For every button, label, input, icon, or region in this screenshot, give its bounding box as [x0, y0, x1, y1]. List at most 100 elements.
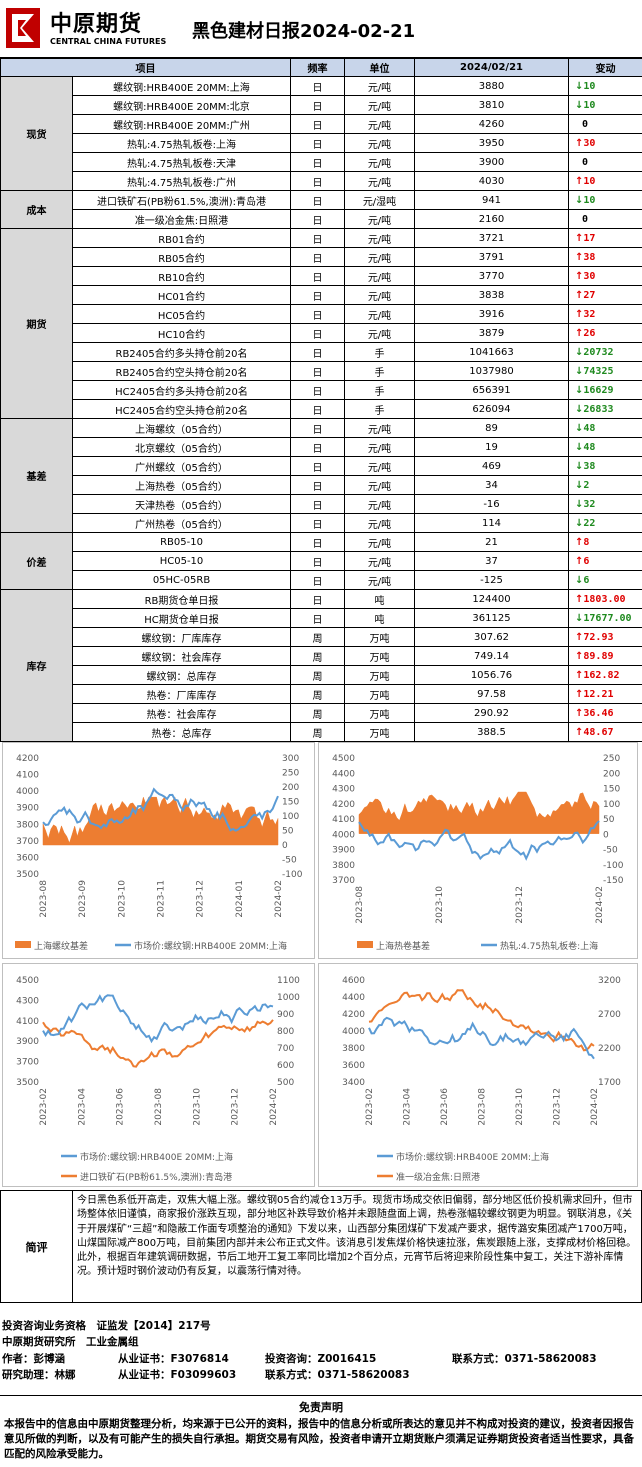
- change-value: 10: [583, 175, 596, 187]
- frequency-cell: 周: [290, 665, 345, 685]
- frequency-cell: 日: [290, 589, 345, 609]
- table-row: 库存 RB期货仓单日报日吨 124400 ↑1803.00: [0, 589, 642, 742]
- right-tick-label: 2200: [598, 1044, 621, 1054]
- change-value: 38: [583, 251, 596, 263]
- table-row: 天津热卷（05合约）日元/吨 -16 ↓32: [1, 494, 642, 514]
- report-title: 黑色建材日报2024-02-21: [192, 21, 416, 42]
- right-tick-label: 3200: [598, 976, 621, 986]
- value-cell: 4260: [414, 114, 569, 134]
- item-cell: 螺纹钢:HRB400E 20MM:广州: [72, 114, 291, 134]
- commentary-box: 简评 今日黑色系低开高走，双焦大幅上涨。螺纹钢05合约减仓13万手。现货市场成交…: [0, 1190, 642, 1303]
- frequency-cell: 日: [290, 532, 345, 552]
- frequency-cell: 日: [290, 304, 345, 324]
- price-series-line: [358, 820, 600, 861]
- table-row: 期货 RB01合约日元/吨 3721 ↑17: [0, 228, 642, 419]
- change-cell: ↑30: [568, 266, 642, 286]
- change-cell: ↑32: [568, 304, 642, 324]
- item-cell: RB10合约: [72, 266, 291, 286]
- change-value: 12.21: [583, 688, 614, 700]
- arrow-up-icon: ↑: [575, 688, 584, 700]
- item-cell: HC2405合约空头持仓前20名: [72, 399, 291, 419]
- frequency-cell: 日: [290, 247, 345, 267]
- value-cell: 1037980: [414, 361, 569, 381]
- item-cell: 螺纹钢：社会库存: [72, 646, 291, 666]
- frequency-cell: 日: [290, 380, 345, 400]
- table-row: 热轧:4.75热轧板卷:上海日元/吨 3950 ↑30: [1, 133, 642, 153]
- arrow-up-icon: ↑: [575, 631, 584, 643]
- chart-sh-rebar-basis: 4200 4100 4000 3900 3800 3700 3600 3500 300 250 20…: [2, 742, 315, 959]
- change-value: 48.67: [583, 726, 614, 738]
- arrow-down-icon: ↓: [575, 612, 584, 624]
- item-cell: 05HC-05RB: [72, 570, 291, 590]
- unit-cell: 元/吨: [344, 171, 415, 191]
- arrow-up-icon: ↑: [575, 536, 584, 548]
- item-cell: HC05合约: [72, 304, 291, 324]
- item-cell: 热轧:4.75热轧板卷:上海: [72, 133, 291, 153]
- table-row: 螺纹钢：社会库存周万吨 749.14 ↑89.89: [1, 646, 642, 666]
- x-tick-label: 2023-08: [355, 886, 365, 924]
- category-cell: 基差: [0, 418, 73, 533]
- change-cell: ↑30: [568, 133, 642, 153]
- legend-label: 上海螺纹基差: [34, 940, 88, 952]
- unit-cell: 元/吨: [344, 76, 415, 96]
- right-tick-label: 250: [603, 754, 620, 764]
- legend-label: 进口铁矿石(PB粉61.5%,澳洲):青岛港: [80, 1171, 232, 1183]
- change-value: 6: [583, 555, 590, 567]
- value-cell: 34: [414, 475, 569, 495]
- author-consult: 投资咨询：Z0016415: [265, 1353, 377, 1365]
- change-value: 17: [583, 232, 596, 244]
- item-cell: 螺纹钢:HRB400E 20MM:北京: [72, 95, 291, 115]
- basis-area: [358, 791, 600, 834]
- table-row: HC2405合约空头持仓前20名日手 626094 ↓26833: [1, 399, 642, 419]
- unit-cell: 吨: [344, 608, 415, 628]
- change-value: 6: [583, 574, 590, 586]
- arrow-up-icon: ↑: [575, 270, 584, 282]
- left-tick-label: 3500: [16, 1078, 39, 1088]
- change-cell: ↑17: [568, 228, 642, 248]
- item-cell: 北京螺纹（05合约）: [72, 437, 291, 457]
- item-cell: 热卷：总库存: [72, 722, 291, 742]
- change-value: 10: [583, 194, 596, 206]
- table-row: HC期货仓单日报日吨 361125 ↓17677.00: [1, 608, 642, 628]
- arrow-down-icon: ↓: [575, 403, 584, 415]
- frequency-cell: 日: [290, 152, 345, 172]
- x-tick-label: 2023-08: [478, 1088, 488, 1126]
- unit-cell: 手: [344, 361, 415, 381]
- frequency-cell: 日: [290, 399, 345, 419]
- left-tick-label: 4300: [16, 996, 39, 1006]
- item-cell: 热轧:4.75热轧板卷:广州: [72, 171, 291, 191]
- unit-cell: 手: [344, 380, 415, 400]
- unit-cell: 元/吨: [344, 266, 415, 286]
- secondary-series-line: [42, 1019, 274, 1068]
- basis-area: [42, 796, 279, 846]
- item-cell: 广州螺纹（05合约）: [72, 456, 291, 476]
- item-cell: 上海螺纹（05合约）: [72, 418, 291, 438]
- change-cell: ↑36.46: [568, 703, 642, 723]
- change-value: 36.46: [583, 707, 614, 719]
- value-cell: 1041663: [414, 342, 569, 362]
- left-tick-label: 4000: [16, 787, 39, 797]
- unit-cell: 元/吨: [344, 209, 415, 229]
- arrow-up-icon: ↑: [575, 232, 584, 244]
- change-cell: ↓6: [568, 570, 642, 590]
- table-row: RB10合约日元/吨 3770 ↑30: [1, 266, 642, 286]
- value-cell: 1056.76: [414, 665, 569, 685]
- unit-cell: 元/吨: [344, 513, 415, 533]
- company-logo-icon: [6, 8, 40, 48]
- table-row: 上海热卷（05合约）日元/吨 34 ↓2: [1, 475, 642, 495]
- change-cell: ↓17677.00: [568, 608, 642, 628]
- right-tick-label: -50: [603, 846, 618, 856]
- item-cell: RB2405合约多头持仓前20名: [72, 342, 291, 362]
- table-row: RB05合约日元/吨 3791 ↑38: [1, 247, 642, 267]
- frequency-cell: 周: [290, 646, 345, 666]
- unit-cell: 元/吨: [344, 228, 415, 248]
- left-tick-label: 3500: [16, 870, 39, 880]
- right-tick-label: -50: [282, 856, 297, 866]
- arrow-down-icon: ↓: [575, 346, 584, 358]
- change-cell: ↑26: [568, 323, 642, 343]
- frequency-cell: 日: [290, 456, 345, 476]
- change-value: 48: [583, 441, 596, 453]
- legend-swatch: [357, 941, 373, 948]
- right-tick-label: 1700: [598, 1078, 621, 1088]
- change-cell: ↑162.82: [568, 665, 642, 685]
